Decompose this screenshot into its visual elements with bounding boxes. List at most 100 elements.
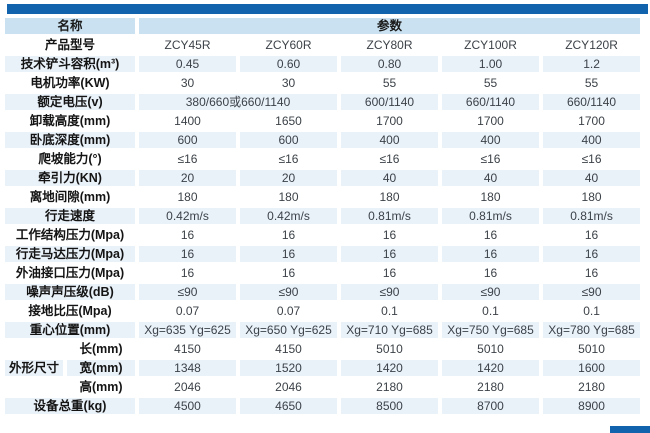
value-cell: 180 <box>177 190 198 204</box>
value-cell: 1520 <box>240 360 338 376</box>
table-row: 产品型号 ZCY45R ZCY60R ZCY80R ZCY100R ZCY120R <box>5 37 640 53</box>
value-cell: 16 <box>341 246 439 262</box>
table-row: 卸载高度(mm) 1400 1650 1700 1700 1700 <box>5 113 640 129</box>
row-label: 接地比压(Mpa) <box>28 304 112 318</box>
table-row: 电机功率(KW) 30 30 55 55 55 <box>5 75 640 91</box>
value-cell: 1650 <box>275 114 302 128</box>
value-cell: 30 <box>180 76 195 90</box>
value-cell: ≤90 <box>341 284 439 300</box>
value-cell: 55 <box>483 76 498 90</box>
row-label: 卸载高度(mm) <box>29 114 111 128</box>
value-cell: 16 <box>180 228 195 242</box>
table-row: 接地比压(Mpa) 0.07 0.07 0.1 0.1 0.1 <box>5 303 640 319</box>
table-row: 牵引力(KN) 20 20 40 40 40 <box>5 170 641 186</box>
value-cell: 380/660或660/1140 <box>139 94 338 110</box>
value-cell: ZCY60R <box>265 38 312 52</box>
value-cell: 16 <box>180 266 195 280</box>
value-cell: 1348 <box>139 360 237 376</box>
value-cell: 0.45 <box>139 56 237 72</box>
value-cell: ≤90 <box>543 284 641 300</box>
value-cell: 5010 <box>578 342 605 356</box>
value-cell: 1700 <box>376 114 403 128</box>
value-cell: 16 <box>584 228 599 242</box>
row-label: 行走速度 <box>5 208 136 224</box>
value-cell: 1420 <box>442 360 540 376</box>
row-label: 电机功率(KW) <box>30 76 110 90</box>
top-accent-bar <box>7 4 648 14</box>
value-cell: 600/1140 <box>341 94 439 110</box>
value-cell: 660/1140 <box>543 94 641 110</box>
value-cell: ≤16 <box>278 152 299 166</box>
row-label: 卧底深度(mm) <box>5 132 136 148</box>
value-cell: 4150 <box>275 342 302 356</box>
value-cell: 16 <box>584 266 599 280</box>
value-cell: ZCY45R <box>164 38 211 52</box>
value-cell: Xg=750 Yg=685 <box>442 322 540 338</box>
value-cell: 16 <box>240 246 338 262</box>
table-row: 离地间隙(mm) 180 180 180 180 180 <box>5 189 640 205</box>
value-cell: ≤90 <box>139 284 237 300</box>
row-label: 重心位置(mm) <box>5 322 136 338</box>
table-row: 工作结构压力(Mpa) 16 16 16 16 16 <box>5 227 640 243</box>
value-cell: 600 <box>139 132 237 148</box>
value-cell: 2046 <box>174 380 201 394</box>
value-cell: 400 <box>543 132 641 148</box>
value-cell: 0.1 <box>381 304 398 318</box>
value-cell: ZCY100R <box>464 38 517 52</box>
spec-table: 名称 参数 产品型号 ZCY45R ZCY60R ZCY80R ZCY100R ZCY12… <box>1 15 644 417</box>
value-cell: 16 <box>281 266 296 280</box>
value-cell: 0.81m/s <box>341 208 439 224</box>
row-label: 工作结构压力(Mpa) <box>15 228 125 242</box>
value-cell: 400 <box>341 132 439 148</box>
value-cell: 600 <box>240 132 338 148</box>
table-row: 额定电压(v) 380/660或660/1140 600/1140 660/1140 6… <box>5 94 641 110</box>
table-row: 爬坡能力(°) ≤16 ≤16 ≤16 ≤16 ≤16 <box>5 151 640 167</box>
table-row: 行走速度 0.42m/s 0.42m/s 0.81m/s 0.81m/s 0.81m/s <box>5 208 641 224</box>
value-cell: 1700 <box>578 114 605 128</box>
value-cell: 660/1140 <box>442 94 540 110</box>
value-cell: 4500 <box>139 398 237 414</box>
value-cell: 16 <box>483 266 498 280</box>
value-cell: 8500 <box>341 398 439 414</box>
value-cell: 2180 <box>477 380 504 394</box>
table-row: 卧底深度(mm) 600 600 400 400 400 <box>5 132 641 148</box>
value-cell: 2046 <box>275 380 302 394</box>
table-row: 宽(mm) 1348 1520 1420 1420 1600 <box>5 360 641 376</box>
value-cell: 55 <box>584 76 599 90</box>
value-cell: 40 <box>543 170 641 186</box>
value-cell: 1.00 <box>442 56 540 72</box>
row-label: 技术铲斗容积(m³) <box>5 56 136 72</box>
value-cell: 55 <box>382 76 397 90</box>
table-row: 外油接口压力(Mpa) 16 16 16 16 16 <box>5 265 640 281</box>
value-cell: 180 <box>278 190 299 204</box>
row-label: 宽(mm) <box>67 360 136 376</box>
value-cell: ≤90 <box>442 284 540 300</box>
value-cell: 16 <box>139 246 237 262</box>
value-cell: 2180 <box>578 380 605 394</box>
value-cell: Xg=780 Yg=685 <box>543 322 641 338</box>
row-label: 牵引力(KN) <box>5 170 136 186</box>
row-label: 外油接口压力(Mpa) <box>15 266 125 280</box>
value-cell: ≤90 <box>240 284 338 300</box>
value-cell: Xg=710 Yg=685 <box>341 322 439 338</box>
table-row: 技术铲斗容积(m³) 0.45 0.60 0.80 1.00 1.2 <box>5 56 641 72</box>
value-cell: 8900 <box>543 398 641 414</box>
row-label: 噪声声压级(dB) <box>5 284 136 300</box>
value-cell: 0.42m/s <box>240 208 338 224</box>
table-row: 行走马达压力(Mpa) 16 16 16 16 16 <box>5 246 641 262</box>
value-cell: 1400 <box>174 114 201 128</box>
value-cell: 1700 <box>477 114 504 128</box>
value-cell: ≤16 <box>480 152 501 166</box>
value-cell: 0.81m/s <box>543 208 641 224</box>
header-name: 名称 <box>5 18 136 34</box>
value-cell: Xg=635 Yg=625 <box>139 322 237 338</box>
value-cell: 0.80 <box>341 56 439 72</box>
row-label: 行走马达压力(Mpa) <box>5 246 136 262</box>
value-cell: 5010 <box>477 342 504 356</box>
row-label: 长(mm) <box>79 342 123 356</box>
row-label: 离地间隙(mm) <box>29 190 111 204</box>
value-cell: 16 <box>382 228 397 242</box>
row-label: 高(mm) <box>79 380 123 394</box>
row-label: 额定电压(v) <box>5 94 136 110</box>
row-label: 爬坡能力(°) <box>38 152 102 166</box>
